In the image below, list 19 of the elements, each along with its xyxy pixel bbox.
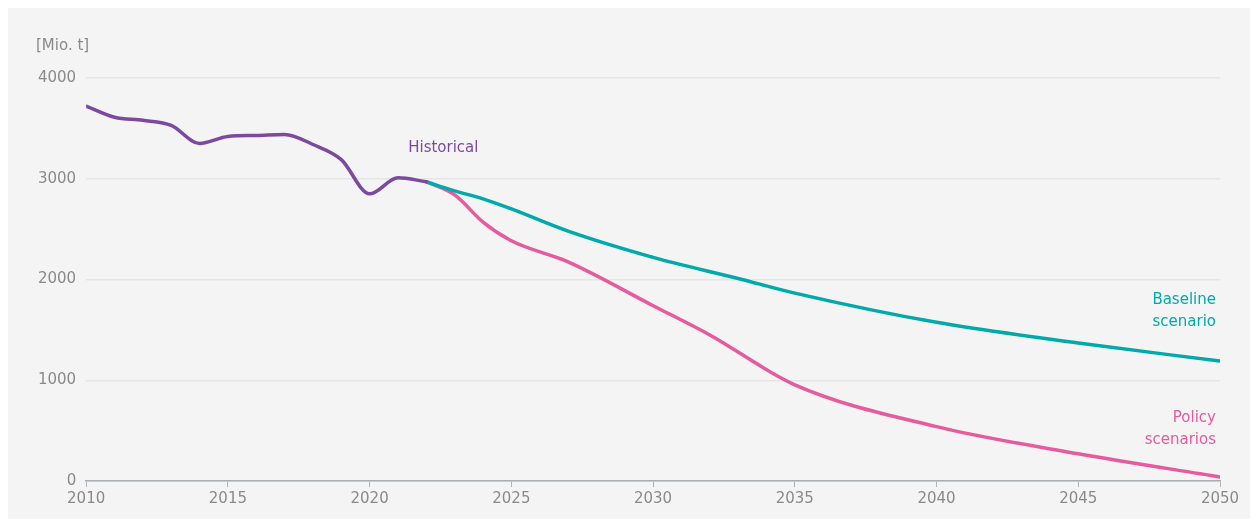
x-tick-label: 2040 [917, 488, 956, 507]
y-tick-label: 1000 [37, 370, 77, 389]
y-tick-label: 4000 [37, 67, 77, 86]
series-label: Historical [408, 137, 479, 156]
line-series [424, 180, 1220, 363]
y-axis-title: [Mio. t] [36, 36, 90, 54]
x-tick-label: 2030 [633, 488, 673, 507]
x-tick-label: 2010 [67, 488, 106, 507]
y-tick-label: 2000 [37, 269, 77, 288]
series-label: Baseline scenario [1152, 290, 1216, 331]
x-tick-label: 2050 [1200, 488, 1240, 507]
x-tick-label: 2015 [208, 488, 247, 507]
x-tick-label: 2035 [775, 488, 814, 507]
x-tick-label: 2020 [350, 488, 389, 507]
y-tick-label: 3000 [37, 168, 77, 187]
y-tick-label: 0 [66, 470, 77, 489]
series-label: Policy scenarios [1144, 407, 1217, 448]
x-tick-label: 2025 [492, 488, 531, 507]
x-tick-label: 2045 [1059, 488, 1098, 507]
